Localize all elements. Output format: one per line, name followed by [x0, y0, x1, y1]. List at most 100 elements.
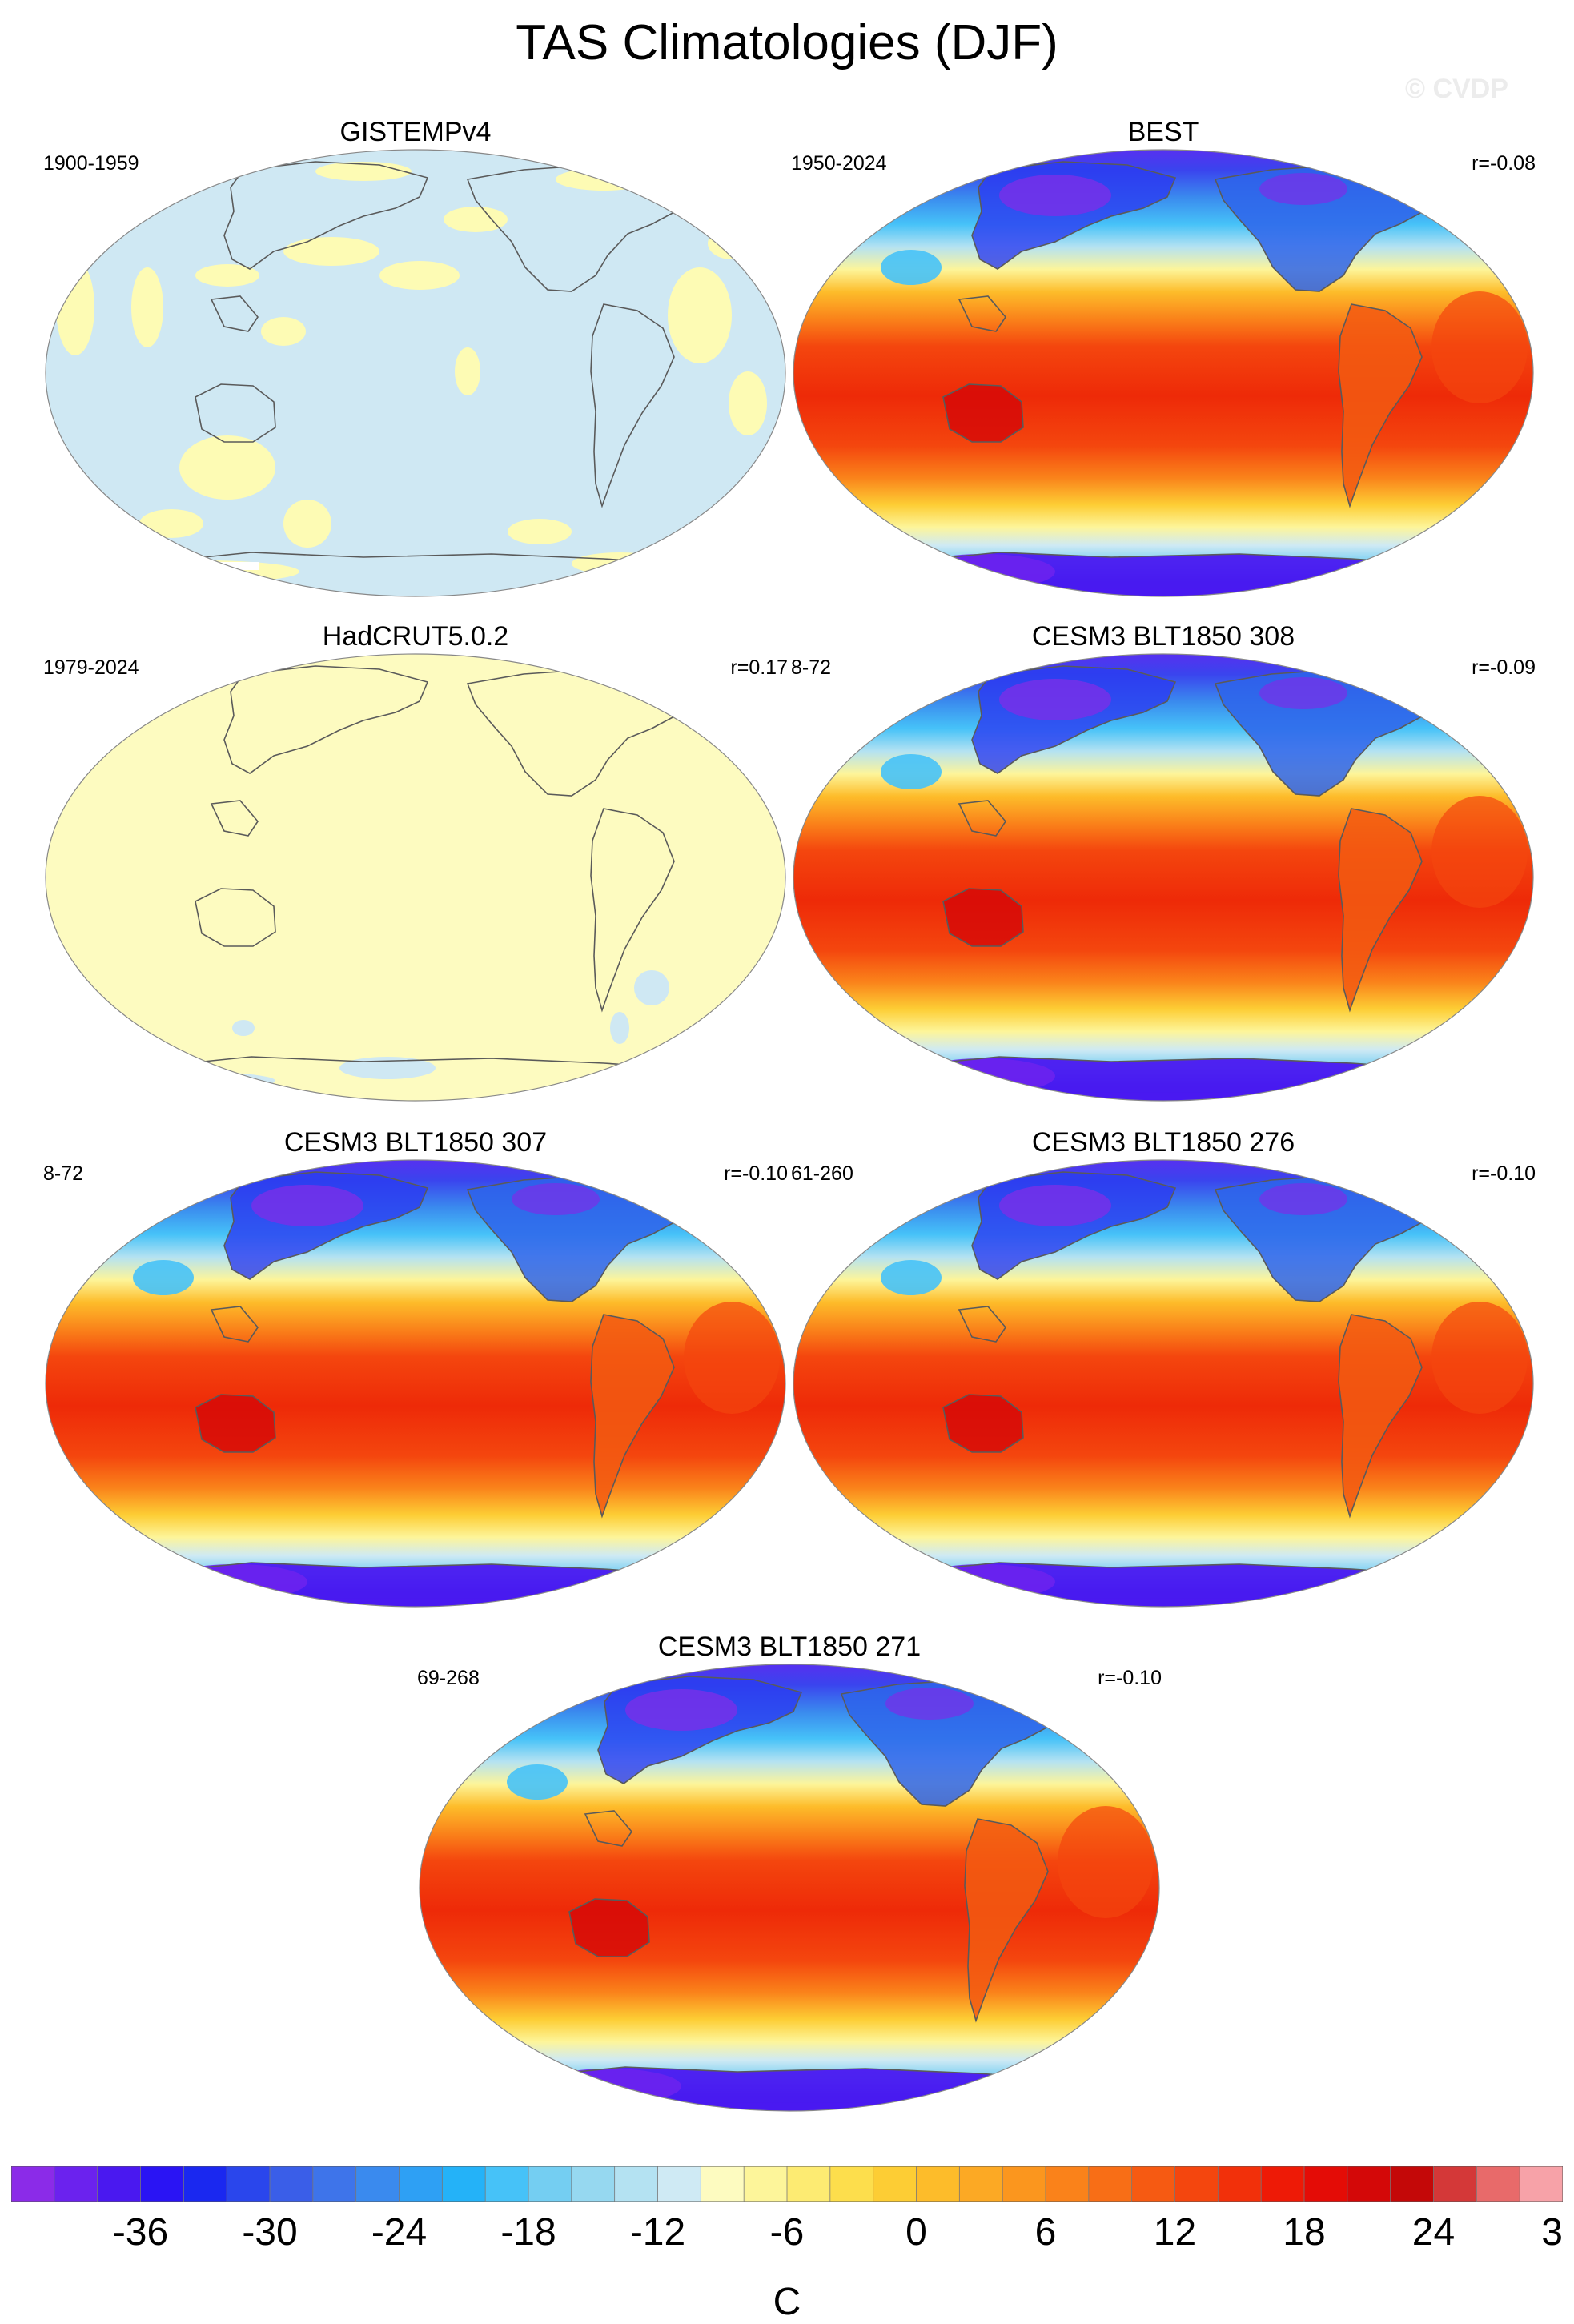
coastline-asia: [223, 161, 429, 270]
robinson-map: [793, 653, 1534, 1102]
map-outline: [793, 653, 1534, 1102]
panel-period: 8-72: [43, 1162, 84, 1185]
positive-region: [455, 347, 480, 395]
cold-core-canada: [1259, 677, 1347, 709]
colorbar-tick-label: -6: [770, 2211, 805, 2254]
cold-tibet: [881, 754, 942, 789]
panel-cesm3-307: CESM3 BLT1850 307 8-72 r=-0.10: [43, 1127, 788, 1624]
cold-core-siberia: [999, 175, 1111, 216]
colorbar-swatch: [873, 2166, 917, 2202]
positive-region: [131, 267, 163, 347]
temperature-field: [420, 1664, 1159, 2111]
positive-region: [139, 509, 203, 538]
positive-region: [261, 317, 306, 346]
cold-core-antarctica: [163, 1564, 307, 1600]
robinson-map: [793, 1159, 1534, 1608]
warm-south-america: [1339, 1315, 1422, 1516]
panel-correlation: r=0.17: [730, 656, 788, 679]
positive-region: [444, 207, 508, 232]
robinson-map: [793, 149, 1534, 597]
colorbar-swatch: [959, 2166, 1003, 2202]
colorbar-tick-label: 6: [1035, 2211, 1057, 2254]
positive-region: [283, 500, 331, 548]
colorbar-swatch: [11, 2166, 55, 2202]
cold-core-antarctica: [537, 2069, 681, 2104]
panel-period: 69-268: [417, 1667, 480, 1689]
positive-region: [379, 261, 460, 290]
coastline-seAsia: [958, 1306, 1006, 1343]
panel-correlation: r=-0.10: [1472, 1162, 1536, 1185]
panel-period: 61-260: [791, 1162, 853, 1185]
missing-data-strip: [211, 562, 259, 570]
positive-region: [556, 168, 652, 191]
warm-australia: [943, 1395, 1023, 1452]
warm-africa: [1431, 1302, 1528, 1414]
colorbar-swatch: [1002, 2166, 1046, 2202]
coastline-southAmerica: [590, 1314, 675, 1519]
colorbar-swatch: [701, 2166, 745, 2202]
coastline-seAsia: [584, 1810, 632, 1847]
panel-correlation: r=-0.10: [1098, 1667, 1162, 1689]
panel-period: 1950-2024: [791, 152, 887, 175]
colorbar-swatch: [312, 2166, 357, 2202]
colorbar-swatch: [270, 2166, 314, 2202]
map-outline: [793, 1159, 1534, 1608]
colorbar-swatch: [54, 2166, 98, 2202]
cold-core-antarctica: [911, 1564, 1055, 1600]
panel-title: CESM3 BLT1850 308: [1031, 621, 1295, 652]
cold-core-siberia: [251, 1185, 363, 1226]
colorbar-swatch: [97, 2166, 141, 2202]
panel-hadcrut: HadCRUT5.0.2 1979-2024 r=0.17: [43, 621, 788, 1118]
negative-region: [83, 1071, 275, 1090]
panel-period: 1979-2024: [43, 656, 139, 679]
robinson-map: [45, 653, 786, 1102]
warm-africa: [1058, 1806, 1154, 1918]
watermark: © CVDP: [1405, 74, 1508, 104]
coastline-southAmerica: [1338, 303, 1423, 508]
coastline-australia: [568, 1898, 650, 1957]
colorbar-swatch: [1261, 2166, 1305, 2202]
map-outline: [419, 1664, 1160, 2112]
robinson-map: [419, 1664, 1160, 2112]
temperature-field: [793, 654, 1533, 1101]
warm-australia: [569, 1899, 649, 1957]
positive-region: [107, 560, 299, 583]
colorbar-swatch: [528, 2166, 572, 2202]
panel-title: CESM3 BLT1850 307: [283, 1127, 548, 1158]
colorbar-swatch: [1218, 2166, 1262, 2202]
panel-correlation: r=-0.10: [724, 1162, 788, 1185]
positive-region: [508, 519, 572, 544]
colorbar-swatch: [1088, 2166, 1133, 2202]
warm-australia: [943, 384, 1023, 442]
colorbar-swatch: [1476, 2166, 1520, 2202]
colorbar-swatch: [657, 2166, 701, 2202]
coastline-asia: [971, 665, 1177, 774]
panel-cesm3-276: CESM3 BLT1850 276 61-260 r=-0.10: [791, 1127, 1536, 1624]
colorbar-unit-label: C: [773, 2281, 801, 2323]
positive-region: [283, 237, 379, 266]
negative-region: [634, 970, 669, 1005]
cold-core-antarctica: [911, 554, 1055, 589]
coastline-southAmerica: [1338, 808, 1423, 1013]
positive-region: [179, 435, 275, 500]
coastline-asia: [971, 1171, 1177, 1280]
positive-region: [195, 264, 259, 287]
panel-correlation: r=-0.08: [1472, 152, 1536, 175]
colorbar-swatch: [183, 2166, 227, 2202]
cold-tibet: [507, 1764, 568, 1800]
colorbar-swatch: [227, 2166, 271, 2202]
cold-core-canada: [512, 1183, 600, 1215]
negative-region: [339, 1057, 436, 1079]
coastline-seAsia: [958, 800, 1006, 837]
negative-region: [232, 1020, 255, 1036]
warm-south-america: [1339, 809, 1422, 1010]
colorbar-swatch: [571, 2166, 616, 2202]
cold-core-antarctica: [911, 1058, 1055, 1094]
colorbar-swatch: [1304, 2166, 1348, 2202]
cold-core-canada: [1259, 173, 1347, 205]
coastline-australia: [195, 888, 276, 947]
colorbar-tick-label: 12: [1154, 2211, 1196, 2254]
page-title: TAS Climatologies (DJF): [516, 15, 1058, 70]
positive-region: [93, 208, 138, 231]
coastline-asia: [597, 1676, 803, 1784]
